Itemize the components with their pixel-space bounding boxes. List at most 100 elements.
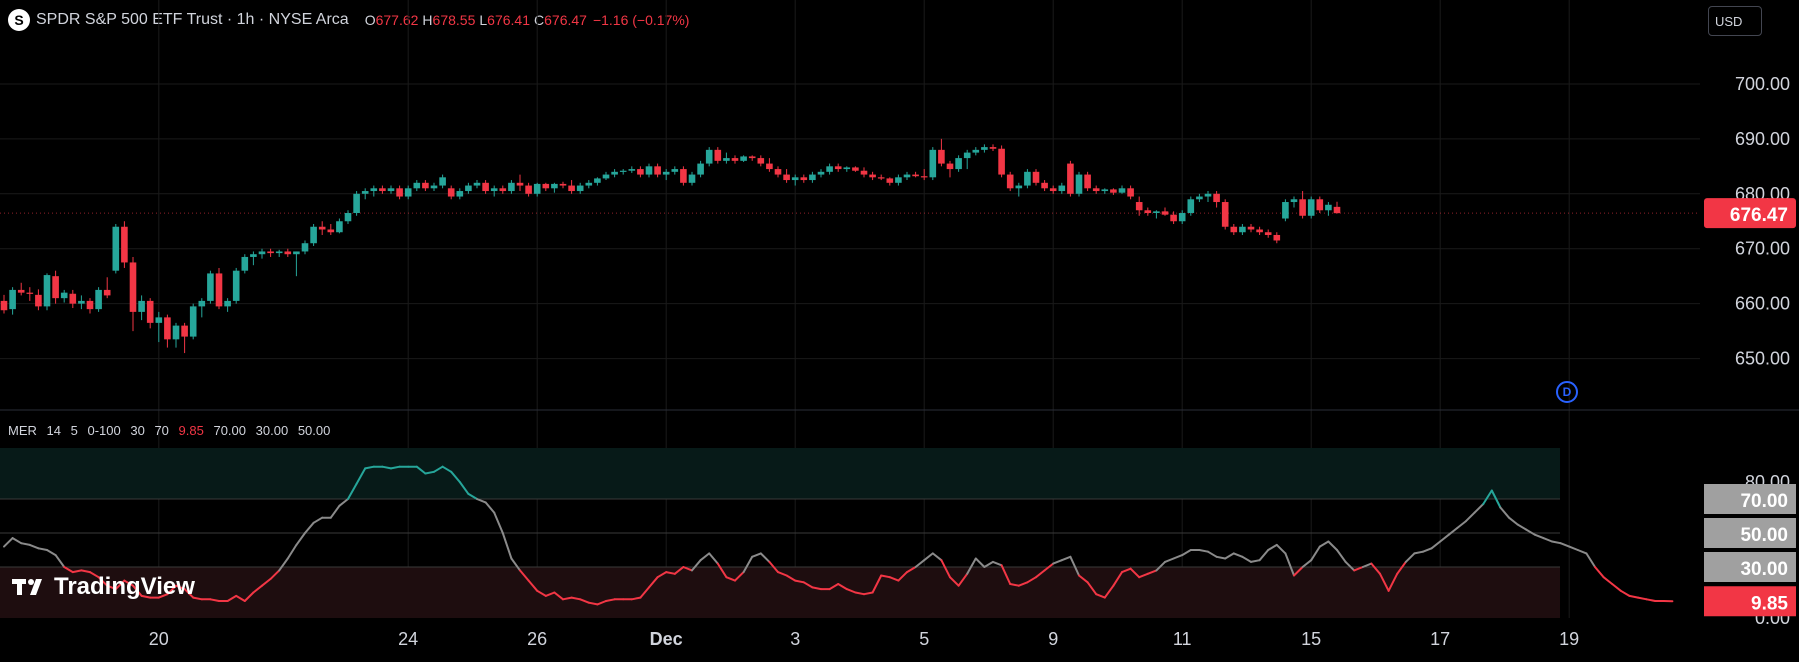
candle-body — [318, 226, 326, 230]
candle-body — [533, 183, 541, 194]
candle-body — [723, 158, 730, 161]
indicator-line-segment — [1430, 540, 1442, 550]
candle — [654, 163, 661, 178]
candle-body — [447, 188, 455, 197]
indicator-bands — [0, 448, 1560, 618]
candle — [430, 182, 438, 192]
indicator-line-segment — [46, 549, 57, 557]
candle — [318, 221, 326, 235]
candle — [1178, 210, 1186, 224]
candle-body — [499, 188, 507, 192]
price-axis: 700.00690.00680.00670.00660.00650.00676.… — [1704, 74, 1796, 369]
candle — [662, 169, 670, 181]
candle — [886, 177, 894, 186]
candle-body — [508, 182, 515, 192]
dividend-badge[interactable]: D — [1556, 381, 1578, 403]
price-tick-label: 700.00 — [1735, 74, 1790, 94]
candle-body — [576, 185, 584, 192]
candle — [310, 224, 317, 246]
indicator-header[interactable]: MER 14 5 0-100 30 70 9.85 70.00 30.00 50… — [8, 423, 336, 438]
candle-body — [1282, 202, 1289, 219]
candle — [860, 167, 868, 178]
candle — [189, 303, 197, 340]
indicator-line-segment — [1594, 566, 1605, 579]
currency-selector[interactable]: USD — [1708, 6, 1762, 36]
indicator-line-segment — [897, 571, 908, 582]
candle-body — [250, 254, 257, 257]
indicator-line-segment — [802, 581, 814, 589]
candle-body — [1144, 210, 1152, 214]
candle — [1015, 182, 1023, 197]
candle-body — [809, 174, 816, 181]
indicator-line-segment — [37, 547, 48, 551]
candle — [955, 155, 962, 172]
candle-body — [1213, 193, 1220, 203]
candle — [740, 155, 747, 162]
indicator-line-segment — [467, 492, 478, 500]
candle — [129, 256, 137, 332]
candle-body — [1110, 189, 1117, 193]
candle — [1325, 202, 1332, 216]
indicator-level-label: 70.00 — [1704, 484, 1796, 514]
indicator-line-segment — [1499, 506, 1510, 519]
indicator-line-segment — [441, 465, 453, 473]
indicator-line-segment — [544, 591, 556, 597]
tradingview-logo[interactable]: TradingView — [12, 573, 195, 601]
candle-body — [714, 149, 722, 161]
symbol-title[interactable]: SPDR S&P 500 ETF Trust · 1h · NYSE Arca — [36, 11, 349, 28]
indicator-line-segment — [243, 591, 255, 602]
candle — [963, 149, 971, 170]
indicator-line-segment — [768, 560, 779, 574]
indicator-line-segment — [209, 598, 220, 602]
indicator-line-segment — [1207, 550, 1218, 558]
candle-body — [955, 158, 962, 170]
candle-body — [1256, 229, 1263, 233]
candle — [1273, 232, 1281, 244]
candle-body — [232, 270, 240, 301]
candle-body — [327, 229, 335, 233]
candle — [602, 171, 610, 181]
indicator-line-segment — [871, 574, 883, 594]
indicator-line-segment — [433, 465, 444, 473]
candle — [1239, 224, 1246, 235]
candle — [0, 294, 8, 314]
indicator-line-segment — [1585, 552, 1596, 568]
candle — [78, 295, 85, 310]
candle-body — [637, 169, 644, 175]
candle — [336, 218, 343, 234]
candle — [774, 166, 782, 178]
indicator-line-segment — [493, 511, 504, 534]
candle-body — [121, 226, 128, 263]
indicator-line-segment — [1138, 572, 1149, 579]
candle — [1333, 201, 1341, 214]
indicator-line-segment — [20, 542, 31, 546]
candle — [989, 144, 997, 151]
candle — [267, 248, 274, 257]
last-price-label-text: 676.47 — [1730, 205, 1788, 226]
indicator-line-segment — [1301, 559, 1313, 568]
candle-body — [1204, 193, 1212, 197]
candle-body — [1307, 199, 1315, 216]
candle-body — [946, 163, 954, 170]
candle — [327, 224, 335, 235]
candle — [1153, 210, 1160, 219]
candle-body — [843, 167, 851, 170]
indicator-line-segment — [501, 532, 513, 560]
candle — [723, 152, 730, 164]
indicator-line-segment — [914, 559, 926, 568]
candle-body — [267, 251, 274, 254]
candle-body — [275, 251, 283, 254]
indicator-line-segment — [734, 571, 745, 582]
candle — [258, 248, 266, 259]
candle — [809, 171, 816, 183]
indicator-level-label-text: 70.00 — [1740, 491, 1788, 512]
candle-body — [1084, 174, 1091, 189]
indicator-line-segment — [837, 583, 848, 591]
candle-body — [284, 251, 292, 255]
candle — [791, 174, 799, 186]
indicator-name: MER — [8, 423, 37, 438]
candle-body — [138, 300, 145, 312]
candle-body — [1075, 174, 1083, 194]
indicator-level-label-text: 30.00 — [1740, 559, 1788, 580]
